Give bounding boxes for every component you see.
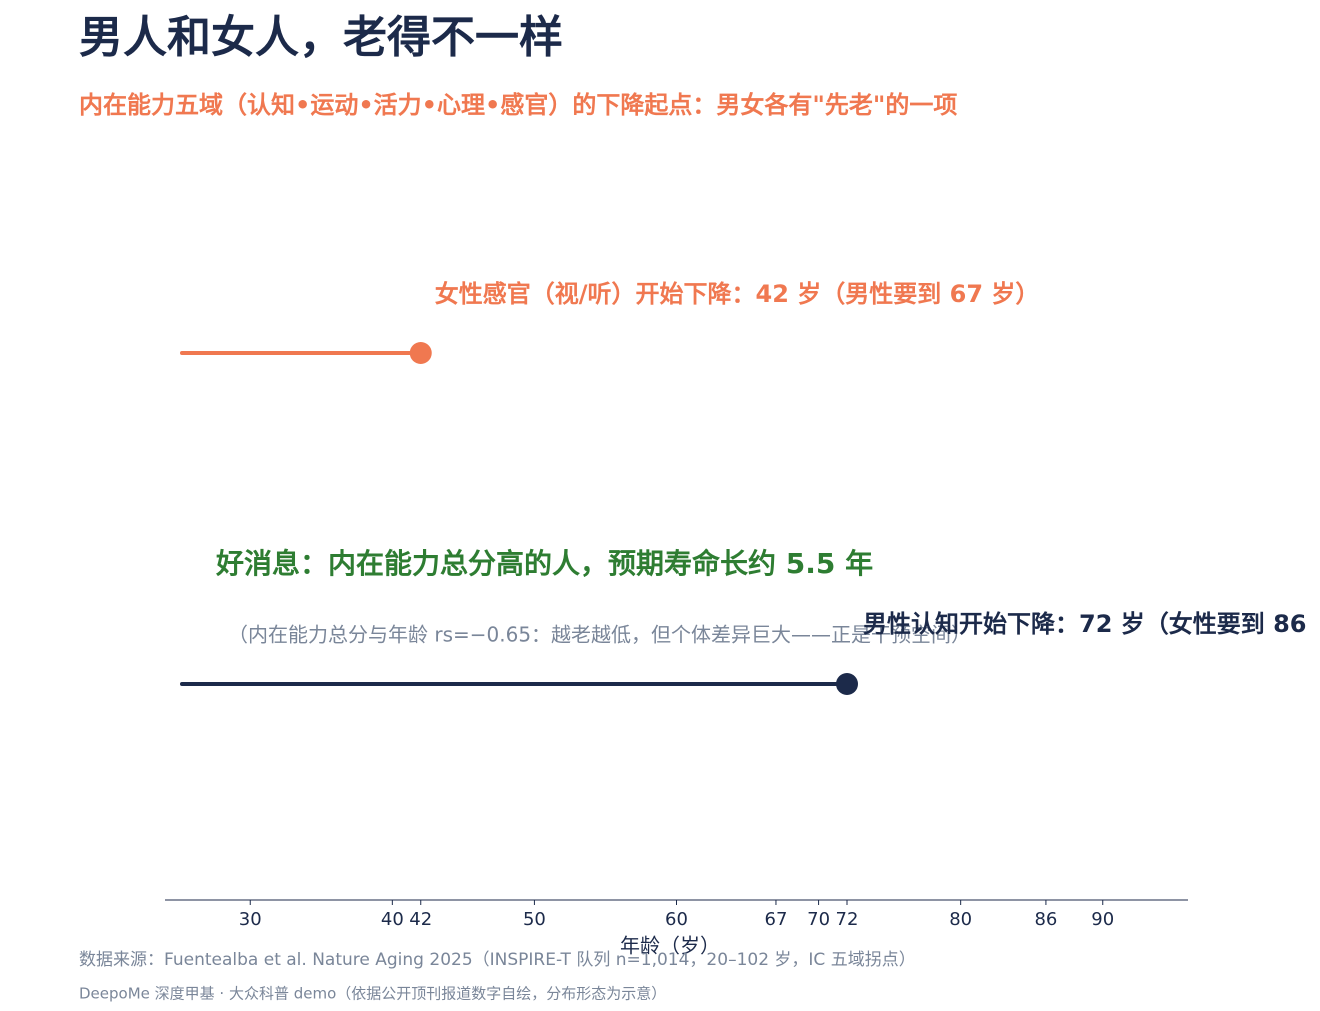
dot [836, 673, 858, 695]
footer: DeepoMe 深度甲基 · 大众科普 demo（依据公开顶刊报道数字自绘，分布… [79, 985, 666, 1003]
x-axis-label: 年龄（岁） [620, 934, 720, 958]
source: 数据来源：Fuentealba et al. Nature Aging 2025… [79, 950, 916, 970]
x-tick-label: 72 [836, 909, 859, 930]
x-tick-label: 70 [807, 909, 830, 930]
x-tick-label: 40 [381, 909, 404, 930]
chart-subtitle: 内在能力五域（认知•运动•活力•心理•感官）的下降起点：男女各有"先老"的一项 [79, 91, 957, 119]
note: （内在能力总分与年龄 rs=−0.65：越老越低，但个体差异巨大——正是干预空间… [228, 623, 971, 647]
x-tick-label: 42 [409, 909, 432, 930]
x-tick-label: 60 [665, 909, 688, 930]
x-tick-label: 50 [523, 909, 546, 930]
annotation: 女性感官（视/听）开始下降：42 岁（男性要到 67 岁） [435, 280, 1040, 308]
x-tick-label: 67 [765, 909, 788, 930]
headline: 好消息：内在能力总分高的人，预期寿命长约 5.5 年 [215, 547, 873, 580]
x-tick-label: 30 [239, 909, 262, 930]
chart-title: 男人和女人，老得不一样 [79, 12, 563, 63]
x-tick-label: 90 [1091, 909, 1114, 930]
dot [409, 342, 432, 364]
x-tick-label: 86 [1034, 909, 1057, 930]
x-tick-label: 80 [949, 909, 972, 930]
annotation: 男性认知开始下降：72 岁（女性要到 86 [863, 610, 1307, 638]
